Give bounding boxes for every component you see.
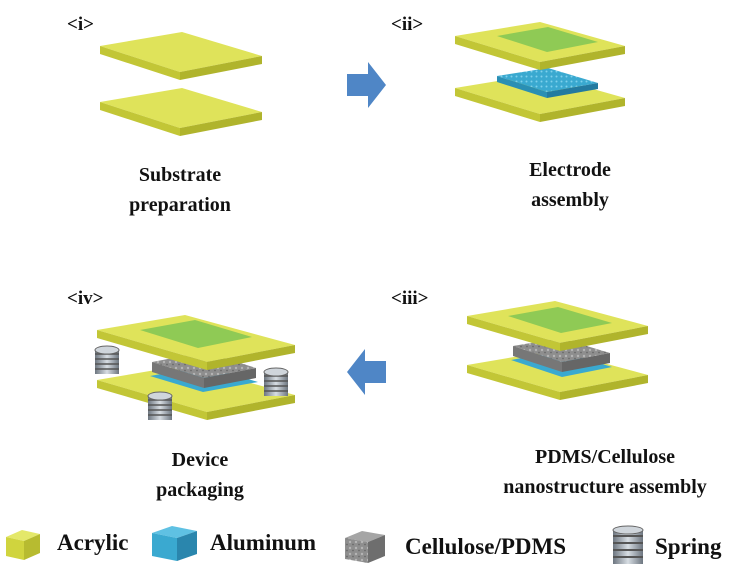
spring-icon <box>94 345 120 374</box>
caption-line: Electrode <box>529 159 611 181</box>
step-iv-illustration <box>94 315 295 420</box>
arrow-left-icon <box>347 349 386 395</box>
caption-step-i: Substrate preparation <box>90 160 270 220</box>
step-label-i: <i> <box>67 14 94 35</box>
acrylic-block-icon <box>6 530 40 560</box>
arrow-right-icon <box>347 62 386 108</box>
caption-step-iii: PDMS/Cellulose nanostructure assembly <box>470 442 740 502</box>
step-label-iv: <iv> <box>67 288 104 309</box>
caption-step-ii: Electrode assembly <box>490 155 650 215</box>
caption-line: Substrate <box>138 164 222 186</box>
legend-label-acrylic: Acrylic <box>57 530 129 555</box>
spring-icon <box>612 525 644 564</box>
acrylic-plate-bottom <box>100 88 262 136</box>
electrode-top-layer <box>140 320 252 348</box>
caption-line: packaging <box>156 479 244 501</box>
spring-icon <box>147 391 173 420</box>
step-iii-illustration <box>467 301 648 400</box>
electrode-top-layer <box>497 27 598 52</box>
caption-line: nanostructure assembly <box>503 476 707 498</box>
electrode-top-layer <box>508 307 612 333</box>
acrylic-plate-top <box>100 32 262 80</box>
caption-line: assembly <box>531 189 609 211</box>
legend-label-aluminum: Aluminum <box>210 530 317 555</box>
caption-line: preparation <box>129 194 231 216</box>
caption-line: Device <box>171 449 229 471</box>
caption-step-iv: Device packaging <box>120 445 280 505</box>
step-i-illustration <box>100 32 262 136</box>
aluminum-block-icon <box>152 526 197 561</box>
step-label-ii: <ii> <box>391 14 424 35</box>
caption-line: PDMS/Cellulose <box>535 446 675 468</box>
spring-icon <box>263 367 289 396</box>
cellulose-block-icon <box>345 531 385 563</box>
legend-label-spring: Spring <box>655 534 722 559</box>
step-label-iii: <iii> <box>391 288 429 309</box>
aluminum-electrode-bottom <box>497 68 598 98</box>
step-ii-illustration <box>455 22 625 122</box>
legend-label-cellulose: Cellulose/PDMS <box>405 534 566 559</box>
